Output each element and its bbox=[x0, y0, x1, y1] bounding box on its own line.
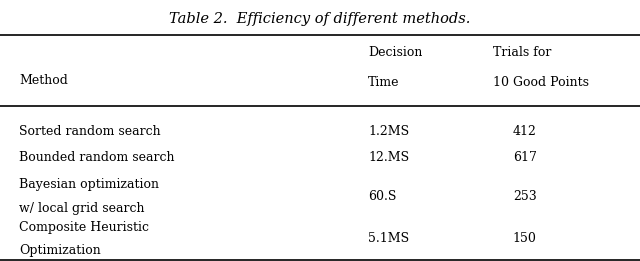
Text: 60.S: 60.S bbox=[368, 190, 396, 203]
Text: Bounded random search: Bounded random search bbox=[19, 151, 175, 164]
Text: 5.1MS: 5.1MS bbox=[368, 232, 409, 245]
Text: Optimization: Optimization bbox=[19, 244, 101, 257]
Text: 253: 253 bbox=[513, 190, 537, 203]
Text: 617: 617 bbox=[513, 151, 537, 164]
Text: Trials for: Trials for bbox=[493, 46, 551, 59]
Text: Decision: Decision bbox=[368, 46, 422, 59]
Text: Bayesian optimization: Bayesian optimization bbox=[19, 177, 159, 191]
Text: Table 2.  Efficiency of different methods.: Table 2. Efficiency of different methods… bbox=[170, 12, 470, 26]
Text: 412: 412 bbox=[513, 125, 537, 138]
Text: Composite Heuristic: Composite Heuristic bbox=[19, 221, 149, 234]
Text: 150: 150 bbox=[513, 232, 537, 245]
Text: Method: Method bbox=[19, 74, 68, 87]
Text: Time: Time bbox=[368, 76, 399, 89]
Text: Sorted random search: Sorted random search bbox=[19, 125, 161, 138]
Text: w/ local grid search: w/ local grid search bbox=[19, 202, 145, 215]
Text: 10 Good Points: 10 Good Points bbox=[493, 76, 589, 89]
Text: 12.MS: 12.MS bbox=[368, 151, 409, 164]
Text: 1.2MS: 1.2MS bbox=[368, 125, 409, 138]
